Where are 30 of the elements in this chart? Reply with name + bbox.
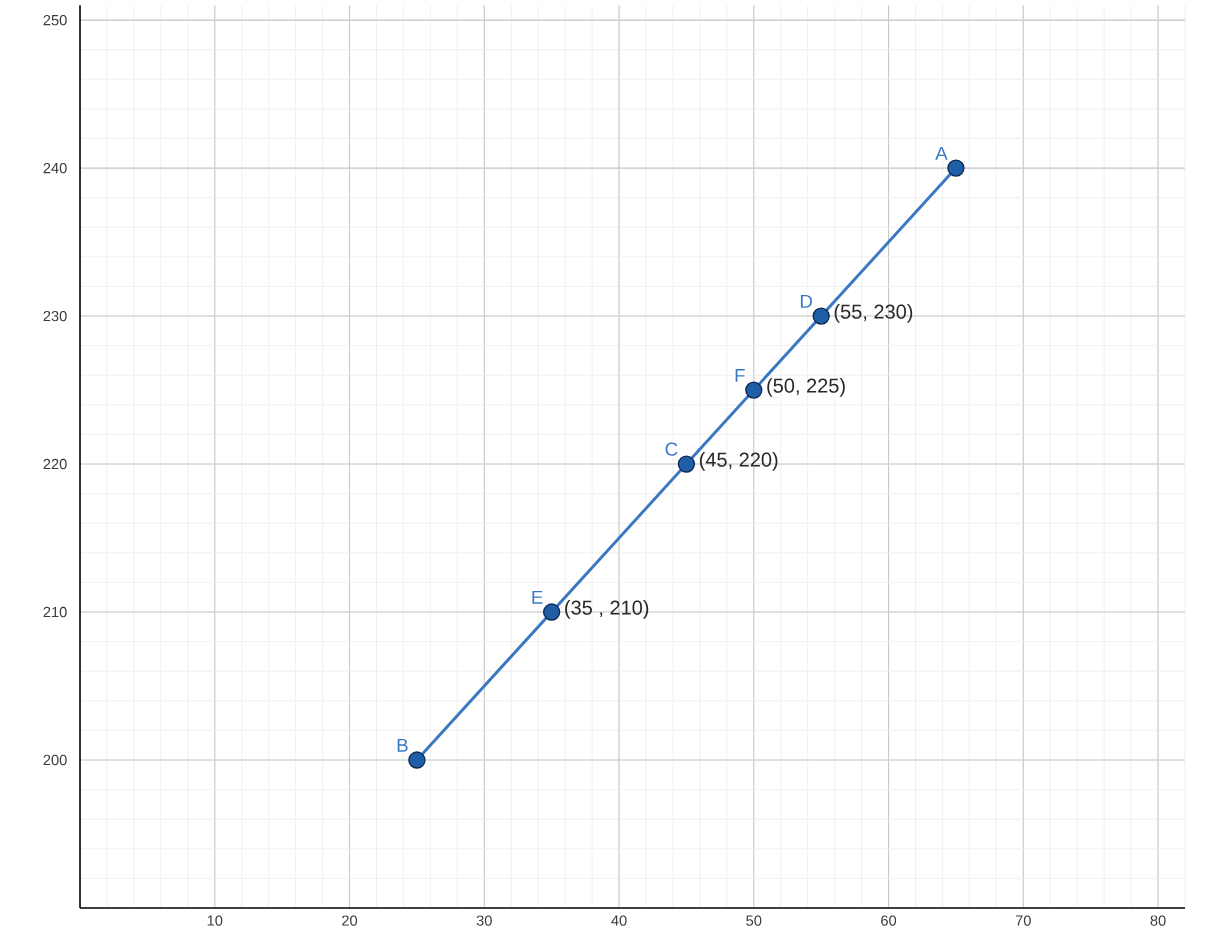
x-tick-label: 50: [746, 915, 762, 926]
annotation: (50, 225): [767, 378, 845, 397]
y-tick-label: 210: [43, 606, 67, 618]
x-tick-label: 20: [342, 915, 358, 926]
annotation: D: [800, 294, 812, 308]
x-tick-label: 30: [476, 915, 492, 926]
y-tick-label: 250: [43, 14, 67, 26]
point: [408, 751, 426, 769]
x-tick-label: 70: [1015, 915, 1031, 926]
x-tick-label: 60: [881, 915, 897, 926]
y-tick-label: 230: [43, 310, 67, 322]
point: [947, 159, 965, 177]
annotation: E: [532, 590, 543, 604]
point: [812, 307, 830, 325]
y-tick-label: 220: [43, 458, 67, 470]
annotation: (45, 220): [699, 452, 778, 471]
x-tick-label: 40: [611, 915, 627, 926]
point: [677, 455, 696, 473]
annotation: (35 , 210): [565, 600, 649, 619]
annotation: C: [665, 442, 678, 456]
point: [542, 603, 561, 621]
y-tick-label: 240: [43, 162, 67, 174]
x-tick-label: 10: [207, 915, 223, 926]
annotation: A: [935, 146, 948, 160]
point: [745, 381, 763, 399]
annotation: (55, 230): [834, 304, 913, 323]
y-tick-label: 200: [43, 754, 67, 766]
annotation: B: [397, 738, 408, 752]
x-tick-label: 80: [1150, 915, 1166, 926]
annotation: F: [735, 368, 745, 382]
